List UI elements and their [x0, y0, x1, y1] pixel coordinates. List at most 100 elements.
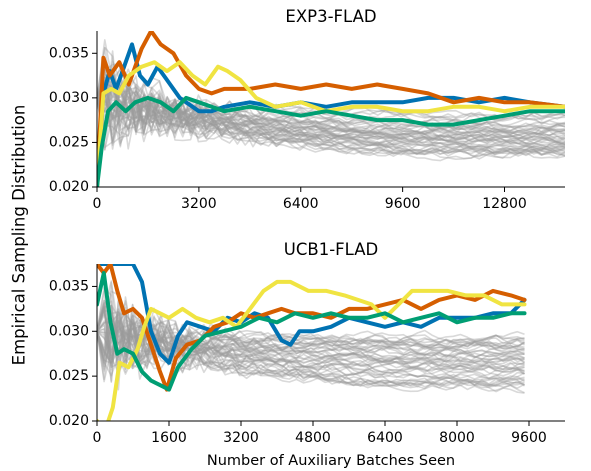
exp3-flad-background-line: [97, 77, 565, 144]
exp3-flad-title: EXP3-FLAD: [285, 7, 376, 26]
exp3-flad-background-line: [97, 87, 565, 152]
ucb1-flad-background-line: [97, 314, 525, 364]
ucb1-flad-background-line: [97, 330, 525, 389]
figure-ylabel: Empirical Sampling Distribution: [10, 105, 29, 366]
exp3-flad-background-line: [97, 62, 565, 162]
exp3-flad-y-tick-label: 0.035: [49, 45, 89, 61]
exp3-flad-background-line: [97, 84, 565, 157]
ucb1-flad-background-line: [97, 290, 526, 380]
ucb1-flad-background-line: [97, 316, 525, 368]
exp3-flad-x-tick-label: 12800: [482, 196, 527, 212]
ucb1-flad-background-line: [97, 318, 525, 365]
ucb1-flad-background-line: [97, 319, 525, 364]
exp3-flad-background-line: [97, 66, 565, 151]
exp3-flad-background-line: [97, 90, 565, 145]
exp3-flad-background-line: [97, 69, 565, 139]
ucb1-flad-x-tick-label: 0: [93, 430, 102, 446]
exp3-flad-series-yellow: [97, 60, 565, 187]
ucb1-flad-background-line: [97, 301, 525, 371]
exp3-flad-y-tick-label: 0.025: [49, 134, 89, 150]
ucb1-flad-background-line: [97, 300, 525, 365]
ucb1-flad-background-line: [97, 304, 525, 373]
exp3-flad-background-line: [97, 97, 565, 149]
ucb1-flad-background-line: [97, 325, 525, 375]
ucb1-flad-y-tick-label: 0.025: [49, 368, 89, 384]
ucb1-flad-background-line: [97, 311, 525, 383]
ucb1-flad-background-line: [97, 290, 525, 378]
exp3-flad-series-green: [97, 95, 565, 187]
exp3-flad-background-line: [97, 46, 565, 160]
ucb1-flad-background-line: [97, 298, 525, 390]
ucb1-flad-x-tick-label: 4800: [295, 430, 331, 446]
exp3-flad-background-line: [97, 82, 565, 146]
ucb1-flad-background-line: [97, 312, 525, 348]
ucb1-flad-title: UCB1-FLAD: [284, 240, 378, 259]
ucb1-flad-x-tick-label: 1600: [151, 430, 187, 446]
ucb1-flad-background-line: [97, 309, 525, 371]
ucb1-flad-background-line: [97, 307, 525, 368]
exp3-flad-background-line: [97, 86, 565, 149]
ucb1-flad-series-blue: [97, 264, 527, 365]
exp3-flad-background-line: [97, 97, 565, 146]
ucb1-flad-series-yellow: [97, 279, 527, 421]
ucb1-flad-background-line: [97, 331, 525, 394]
exp3-flad-background-line: [97, 90, 565, 146]
exp3-flad-series-orange: [97, 31, 565, 187]
exp3-flad-x-tick-label: 6400: [283, 196, 319, 212]
exp3-flad-background-line: [97, 75, 565, 139]
exp3-flad-background-line: [97, 69, 565, 140]
ucb1-flad-background-line: [97, 312, 525, 370]
ucb1-flad-background-line: [97, 319, 525, 388]
ucb1-flad-background-line: [97, 310, 525, 353]
ucb1-flad-x-tick-label: 6400: [367, 430, 403, 446]
ucb1-flad-x-tick-label: 3200: [223, 430, 259, 446]
exp3-flad-background-line: [97, 70, 565, 131]
exp3-flad-background-line: [97, 97, 565, 151]
exp3-flad-y-tick-label: 0.020: [49, 179, 89, 195]
ucb1-flad-x-tick-label: 9600: [511, 430, 547, 446]
exp3-flad-background-line: [97, 81, 565, 140]
ucb1-flad-background-line: [97, 319, 525, 389]
ucb1-flad-panel: UCB1-FLAD 0 1600 3200 4800 6400 8000 9600 0.020…: [49, 240, 565, 446]
exp3-flad-background-line: [97, 63, 565, 146]
ucb1-flad-background-line: [97, 321, 525, 387]
exp3-flad-background-line: [97, 47, 565, 153]
ucb1-flad-x-tick-label: 8000: [439, 430, 475, 446]
ucb1-flad-y-tick-label: 0.030: [49, 323, 89, 339]
ucb1-flad-background-line: [97, 315, 525, 371]
exp3-flad-background-line: [97, 94, 565, 141]
exp3-flad-background-line: [97, 50, 565, 139]
exp3-flad-background-line: [97, 85, 565, 155]
ucb1-flad-series-orange: [97, 264, 527, 392]
exp3-flad-background-line: [97, 60, 565, 128]
ucb1-flad-background-line: [97, 300, 525, 372]
exp3-flad-background-line: [97, 68, 565, 153]
ucb1-flad-background-line: [97, 319, 525, 364]
ucb1-flad-background-line: [97, 313, 525, 354]
figure-xlabel: Number of Auxiliary Batches Seen: [207, 453, 455, 469]
ucb1-flad-y-tick-label: 0.035: [49, 278, 89, 294]
exp3-flad-x-tick-label: 9600: [385, 196, 421, 212]
ucb1-flad-background-line: [97, 304, 525, 354]
ucb1-flad-background-line: [97, 322, 525, 377]
ucb1-flad-background-line: [97, 305, 525, 361]
ucb1-flad-background-line: [97, 312, 525, 367]
ucb1-flad-series-green: [97, 271, 527, 392]
exp3-flad-background-line: [97, 66, 565, 145]
ucb1-flad-background-line: [97, 286, 525, 391]
ucb1-flad-background-line: [97, 313, 525, 377]
ucb1-flad-background-line: [97, 314, 525, 359]
exp3-flad-panel: EXP3-FLAD 0 3200 6400 9600 12800 0.020 0.025 0.…: [49, 7, 565, 212]
ucb1-flad-background-line: [97, 310, 525, 371]
exp3-flad-x-tick-label: 0: [93, 196, 102, 212]
exp3-flad-background-line: [97, 78, 565, 159]
ucb1-flad-background-line: [97, 299, 525, 358]
ucb1-flad-background-line: [97, 305, 525, 374]
ucb1-flad-background-line: [97, 304, 525, 368]
ucb1-flad-y-tick-label: 0.020: [49, 413, 89, 429]
ucb1-flad-background-line: [97, 281, 525, 387]
exp3-flad-background-line: [97, 83, 565, 155]
exp3-flad-background-line: [97, 89, 565, 126]
exp3-flad-background-line: [97, 73, 565, 150]
